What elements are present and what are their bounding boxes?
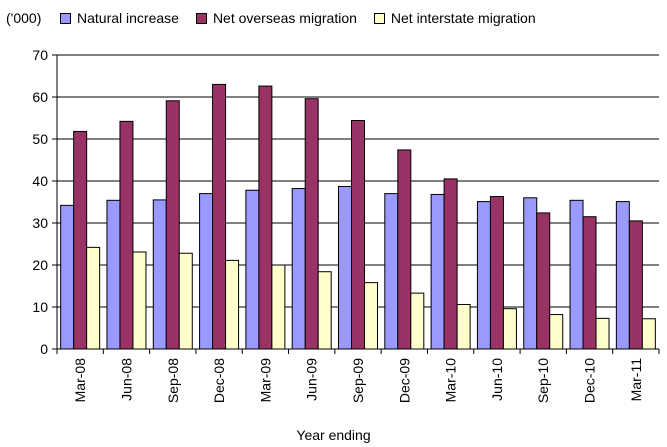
bar-net-interstate-migration bbox=[132, 251, 147, 350]
x-tick-label: Mar-08 bbox=[72, 358, 88, 403]
y-tick-label: 10 bbox=[32, 299, 48, 315]
bar-net-overseas-migration bbox=[397, 149, 412, 350]
bar-natural-increase bbox=[569, 199, 584, 350]
bar-natural-increase bbox=[291, 188, 306, 350]
bar-net-interstate-migration bbox=[86, 246, 101, 350]
bar-net-overseas-migration bbox=[304, 98, 319, 350]
bar-net-interstate-migration bbox=[364, 282, 378, 350]
bar-net-overseas-migration bbox=[73, 130, 88, 350]
x-axis-title: Year ending bbox=[296, 427, 371, 443]
bar-net-interstate-migration bbox=[271, 264, 286, 350]
legend-label-natural-increase: Natural increase bbox=[77, 10, 179, 26]
bar-net-overseas-migration bbox=[582, 216, 597, 350]
bar-net-overseas-migration bbox=[536, 212, 551, 350]
bar-natural-increase bbox=[245, 189, 260, 350]
legend: Natural increase Net overseas migration … bbox=[60, 10, 553, 26]
bar-net-interstate-migration bbox=[317, 271, 332, 350]
bar-natural-increase bbox=[199, 193, 214, 350]
bar-net-interstate-migration bbox=[502, 308, 517, 350]
y-tick-label: 40 bbox=[32, 173, 48, 189]
y-unit-label: ('000) bbox=[6, 10, 42, 26]
y-tick-label: 60 bbox=[32, 89, 48, 105]
bar-net-interstate-migration bbox=[225, 259, 240, 350]
bar-net-overseas-migration bbox=[351, 120, 365, 350]
bar-net-overseas-migration bbox=[212, 83, 227, 350]
x-tick-label: Mar-10 bbox=[443, 358, 459, 403]
bar-net-overseas-migration bbox=[443, 178, 458, 350]
bar-natural-increase bbox=[615, 201, 630, 350]
x-tick-label: Sep-10 bbox=[535, 358, 551, 403]
bar-natural-increase bbox=[523, 197, 538, 350]
bar-net-overseas-migration bbox=[489, 196, 504, 350]
bar-net-interstate-migration bbox=[549, 314, 564, 350]
x-tick-label: Dec-10 bbox=[582, 358, 598, 403]
x-tick-label: Sep-09 bbox=[350, 358, 366, 403]
bar-natural-increase bbox=[60, 204, 75, 350]
x-tick-label: Jun-08 bbox=[118, 358, 134, 401]
bar-natural-increase bbox=[384, 193, 399, 350]
legend-swatch-net-overseas-migration bbox=[195, 12, 207, 24]
x-tick-label: Mar-11 bbox=[628, 358, 644, 402]
legend-item-net-interstate-migration: Net interstate migration bbox=[373, 10, 536, 26]
legend-label-net-overseas-migration: Net overseas migration bbox=[212, 10, 357, 26]
x-tick-label: Jun-09 bbox=[304, 358, 320, 401]
bar-net-overseas-migration bbox=[628, 220, 643, 350]
bar-natural-increase bbox=[106, 199, 121, 350]
legend-swatch-net-interstate-migration bbox=[373, 12, 385, 24]
bar-net-overseas-migration bbox=[119, 120, 134, 350]
bar-net-interstate-migration bbox=[641, 318, 656, 350]
x-tick-label: Mar-09 bbox=[257, 358, 273, 403]
bar-net-interstate-migration bbox=[595, 317, 610, 350]
x-tick-label: Dec-09 bbox=[396, 358, 412, 403]
bar-natural-increase bbox=[338, 185, 352, 350]
legend-label-net-interstate-migration: Net interstate migration bbox=[390, 10, 536, 26]
bar-natural-increase bbox=[430, 193, 445, 350]
legend-swatch-natural-increase bbox=[60, 12, 71, 24]
bar-natural-increase bbox=[152, 199, 167, 350]
y-tick-label: 0 bbox=[40, 341, 48, 357]
y-tick-label: 50 bbox=[32, 131, 48, 147]
bar-net-interstate-migration bbox=[178, 252, 193, 350]
y-tick-label: 30 bbox=[32, 215, 48, 231]
y-tick-label: 20 bbox=[32, 257, 48, 273]
y-tick-label: 70 bbox=[32, 47, 48, 63]
x-tick-label: Sep-08 bbox=[165, 358, 181, 403]
bar-natural-increase bbox=[476, 201, 491, 350]
bar-net-interstate-migration bbox=[456, 303, 471, 350]
bar-net-overseas-migration bbox=[258, 85, 273, 350]
bar-net-overseas-migration bbox=[165, 100, 180, 350]
x-tick-label: Jun-10 bbox=[489, 358, 505, 401]
legend-item-natural-increase: Natural increase bbox=[60, 10, 179, 26]
x-tick-label: Dec-08 bbox=[211, 358, 227, 403]
bar-net-interstate-migration bbox=[410, 292, 425, 350]
legend-item-net-overseas-migration: Net overseas migration bbox=[195, 10, 357, 26]
